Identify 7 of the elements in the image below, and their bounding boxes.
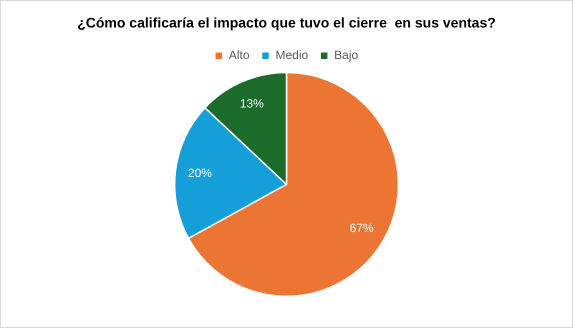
legend-label: Alto	[228, 48, 250, 62]
chart-title: ¿Cómo calificaría el impacto que tuvo el cierre en sus ventas?	[77, 14, 496, 30]
legend-label: Medio	[275, 48, 308, 62]
data-label: 67%	[350, 221, 374, 236]
data-label: 13%	[240, 96, 264, 111]
legend-label: Bajo	[334, 48, 359, 62]
data-label: 20%	[188, 166, 212, 180]
